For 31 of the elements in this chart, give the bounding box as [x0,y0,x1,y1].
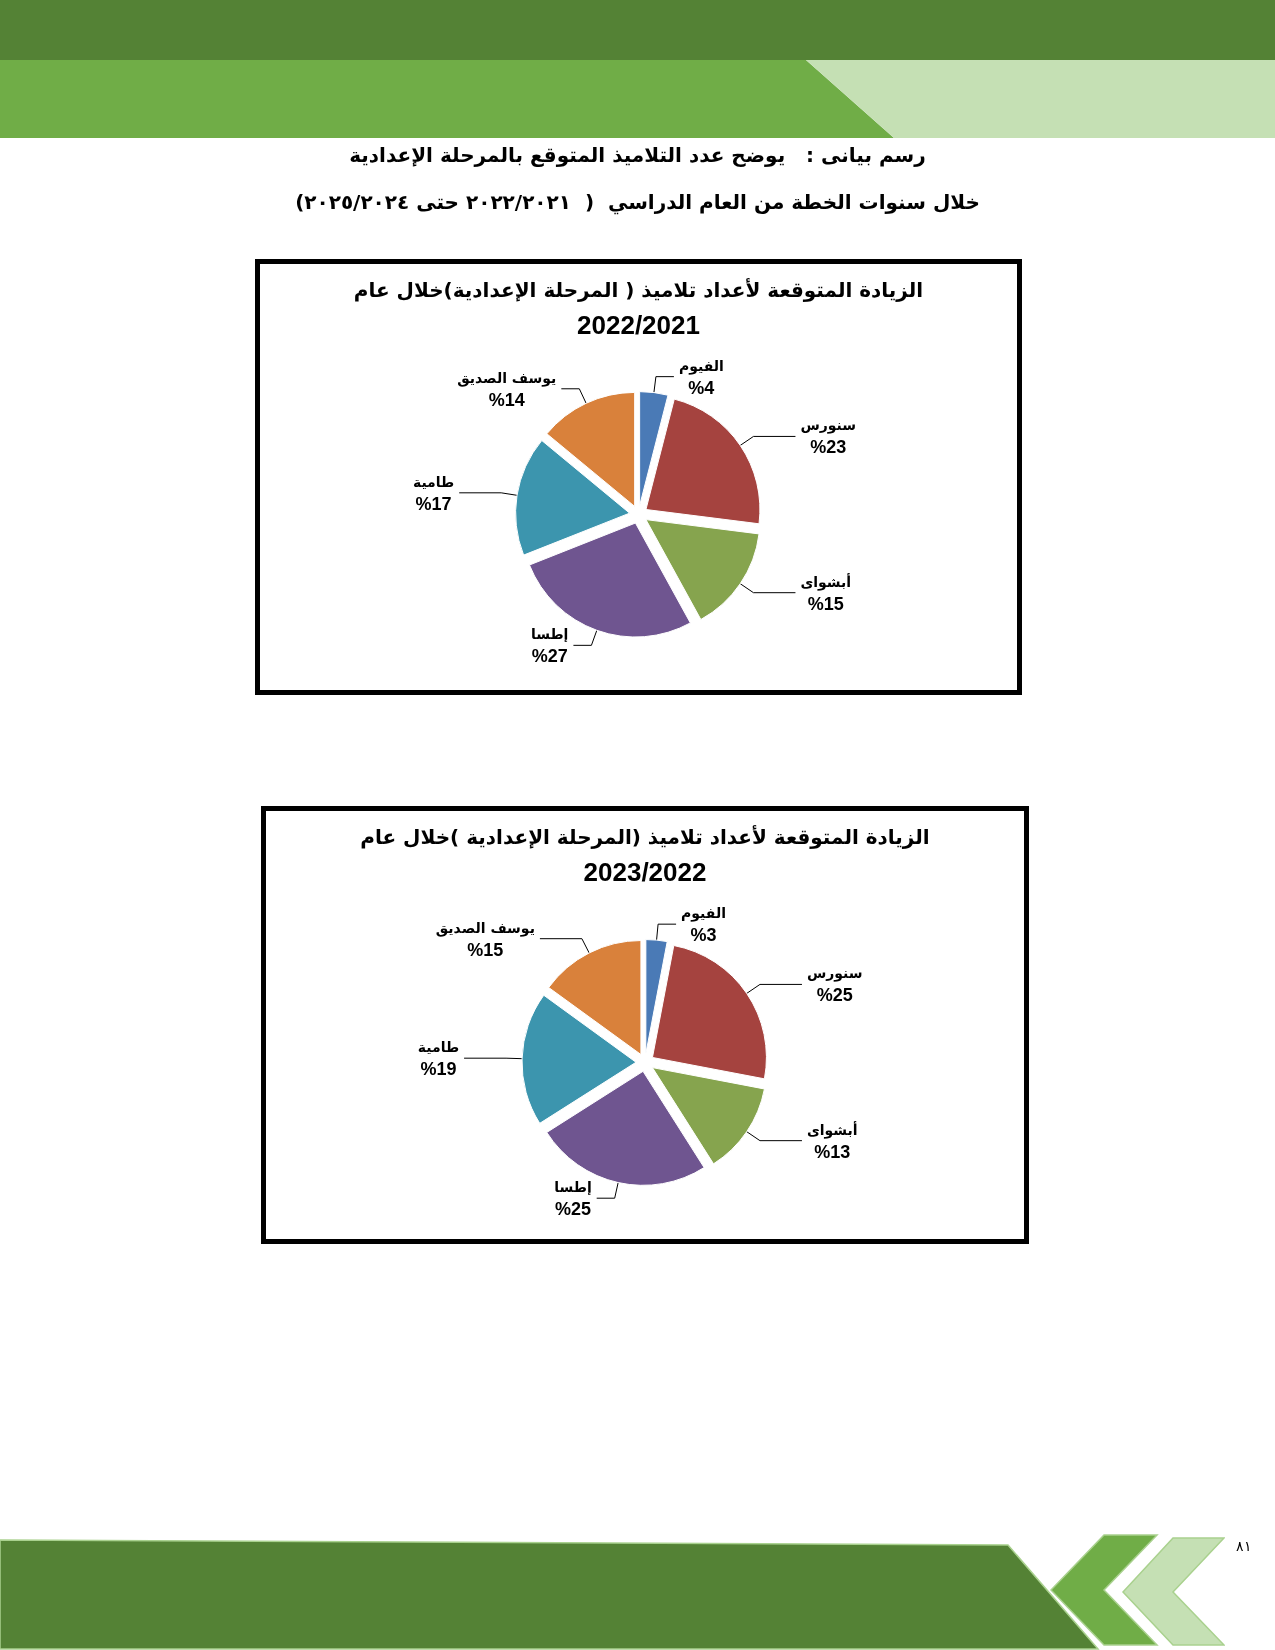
slice-label: يوسف الصديق [435,919,535,937]
data-label: %17 [415,493,452,514]
chart-title: الزيادة المتوقعة لأعداد تلاميذ (المرحلة الإعدادية )خلال عام [359,824,931,851]
data-label: %3 [690,925,717,946]
slice-label: إطسا [554,1179,592,1197]
chart-subtitle: 2023/2022 [582,856,708,888]
data-label: %23 [810,437,847,458]
data-label: %14 [488,389,525,410]
slice-label: إطسا [530,626,569,644]
slice-label: الفيوم [681,905,726,923]
slice-label: أبشواى [800,572,852,591]
data-label: %15 [807,593,844,614]
data-label: %13 [814,1141,851,1162]
data-label: %15 [467,939,504,960]
data-label: %25 [554,1199,591,1220]
chart-title: الزيادة المتوقعة لأعداد تلاميذ ( المرحلة الإعدادية)خلال عام [352,277,925,304]
text: ٨١ [1235,1537,1253,1556]
data-label: %19 [420,1059,457,1080]
data-label: %25 [816,985,853,1006]
slice-label: أبشواى [806,1120,858,1139]
text: خلال سنوات الخطة من العام الدراسي ( ٢٠٢٢/٢٠٢١ حتى ٢٠٢٥/٢٠٢٤) [294,189,981,217]
text: رسم بيانى : يوضح عدد التلاميذ المتوقع بالمرحلة الإعدادية [348,142,927,169]
slice-label: سنورس [800,417,857,435]
data-label: %4 [688,377,715,398]
chart-subtitle: 2022/2021 [576,309,701,341]
slice-label: سنورس [806,965,863,983]
slice-label: يوسف الصديق [457,369,557,387]
slice-label: طامية [417,1039,460,1056]
slice-label: الفيوم [678,357,724,375]
data-label: %27 [531,646,568,667]
slice-label: طامية [412,473,455,490]
